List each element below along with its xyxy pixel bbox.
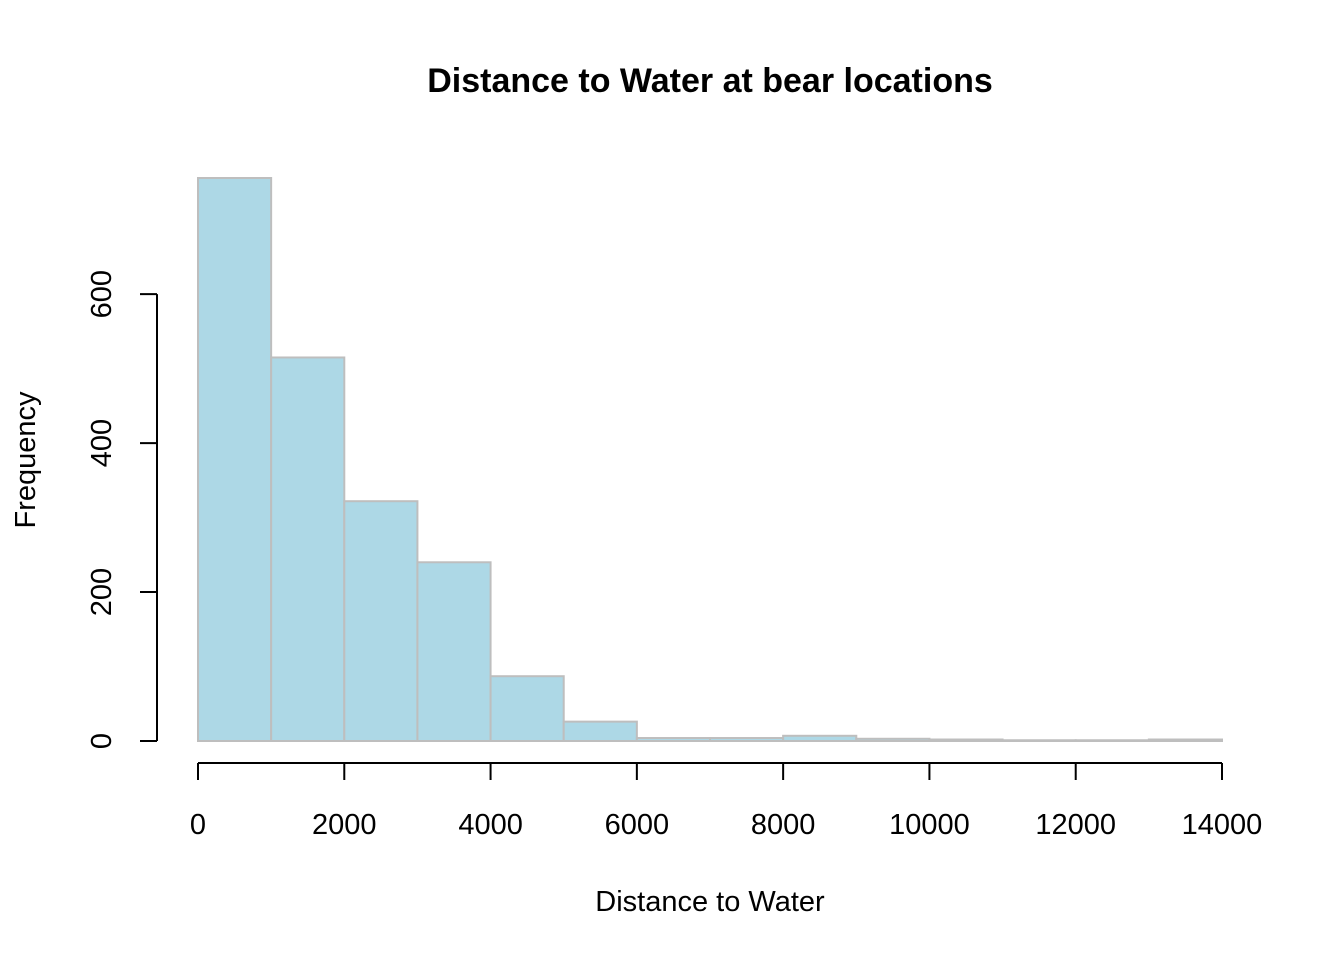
y-tick-label: 600 xyxy=(86,270,118,318)
y-axis-label: Frequency xyxy=(10,391,42,529)
x-axis-label: Distance to Water xyxy=(595,886,825,918)
x-tick-label: 12000 xyxy=(1035,809,1116,841)
x-tick-label: 8000 xyxy=(751,809,816,841)
histogram-bar xyxy=(416,561,492,742)
bars-group xyxy=(197,177,1224,743)
histogram-bar xyxy=(562,720,638,743)
x-tick-label: 10000 xyxy=(889,809,970,841)
histogram-bar xyxy=(489,675,565,743)
y-tick-label: 0 xyxy=(86,733,118,749)
histogram-bar xyxy=(855,737,931,742)
histogram-bar xyxy=(1001,739,1077,743)
x-tick-label: 14000 xyxy=(1182,809,1263,841)
histogram-bar xyxy=(270,356,346,742)
x-tick-label: 2000 xyxy=(312,809,377,841)
histogram-bar xyxy=(343,500,419,742)
x-tick-label: 4000 xyxy=(458,809,523,841)
histogram-bar xyxy=(1147,738,1224,742)
histogram-bar xyxy=(1074,739,1150,743)
histogram-bar xyxy=(709,737,785,743)
histogram-bar xyxy=(782,734,858,743)
y-tick-label: 200 xyxy=(86,568,118,616)
x-tick-label: 6000 xyxy=(605,809,670,841)
x-tick-label: 0 xyxy=(190,809,206,841)
histogram-bar xyxy=(635,737,711,743)
y-tick-label: 400 xyxy=(86,419,118,467)
x-axis: 0 2000 4000 6000 8000 10000 12000 14000 xyxy=(190,762,1263,841)
histogram-bar xyxy=(928,738,1004,742)
y-axis: 0 200 400 600 xyxy=(86,270,158,749)
histogram-bar xyxy=(197,177,273,742)
chart-title: Distance to Water at bear locations xyxy=(427,62,993,100)
